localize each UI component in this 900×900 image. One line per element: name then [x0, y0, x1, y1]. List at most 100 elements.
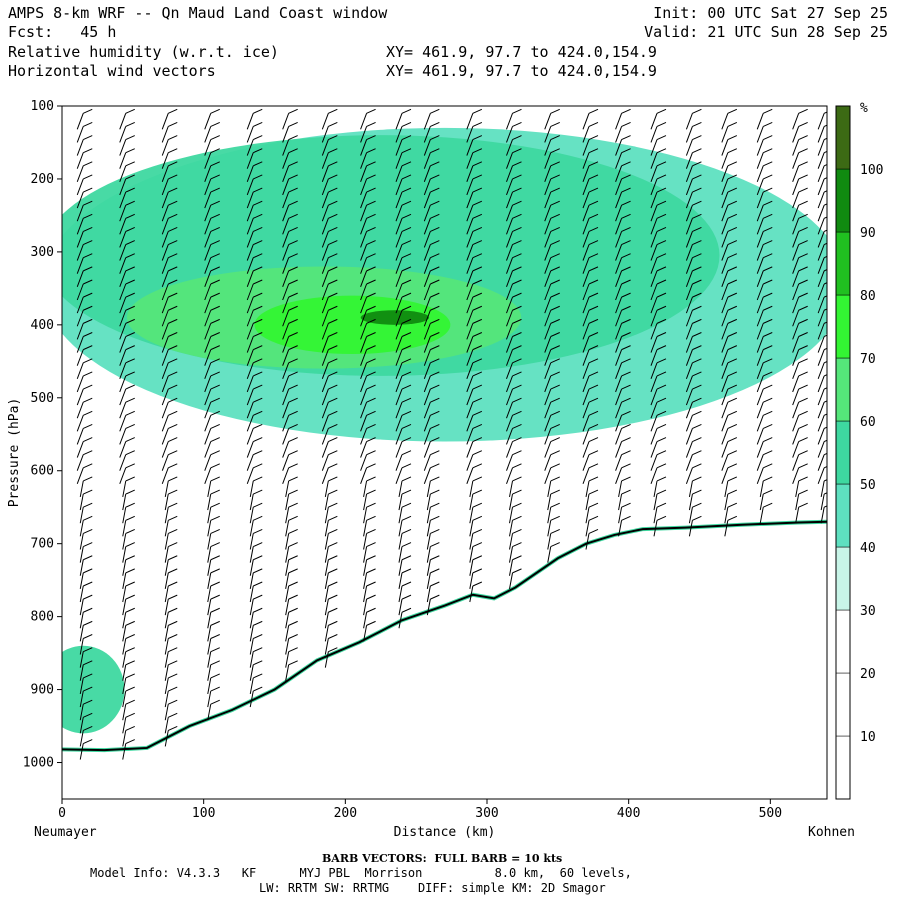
wind-barb — [282, 152, 290, 169]
wind-barb — [653, 493, 658, 511]
wind-barb — [164, 677, 169, 694]
wind-barb — [544, 467, 552, 484]
wind-barb — [817, 218, 825, 235]
wind-barb — [817, 283, 825, 301]
wind-barb — [688, 480, 693, 498]
wind-barb — [721, 231, 729, 248]
wind-barb — [685, 152, 693, 169]
wind-barb-flag — [550, 423, 560, 429]
wind-barb-flag — [366, 318, 376, 324]
wind-barb — [204, 139, 212, 156]
wind-barb — [466, 336, 474, 353]
wind-barb — [79, 690, 84, 708]
wind-barb — [506, 205, 513, 222]
wind-barb-flag — [328, 410, 338, 416]
wind-barb — [249, 651, 254, 668]
wind-barb-flag — [692, 121, 702, 127]
wind-barb-flag — [823, 479, 827, 482]
wind-barb — [161, 191, 169, 209]
wind-barb-flag — [83, 200, 93, 206]
wind-barb — [119, 415, 127, 432]
wind-barb-flag — [168, 515, 178, 521]
wind-barb — [792, 126, 800, 143]
wind-barb-flag — [83, 410, 93, 416]
wind-barb — [544, 178, 552, 196]
wind-barb-flag — [472, 437, 483, 443]
wind-barb — [423, 257, 431, 274]
wind-barb-flag — [692, 463, 702, 469]
wind-barb-flag — [210, 121, 220, 127]
wind-barb-flag — [366, 581, 376, 587]
wind-barb-flag — [656, 148, 667, 154]
wind-barb — [466, 205, 474, 222]
wind-barb — [721, 441, 729, 458]
wind-barb — [792, 205, 800, 222]
wind-barb-flag — [83, 607, 93, 613]
wind-barb-flag — [253, 581, 263, 587]
wind-barb-flag — [727, 148, 738, 154]
wind-barb-flag — [550, 450, 560, 456]
wind-barb — [395, 231, 403, 248]
wind-barb-flag — [763, 253, 773, 259]
colorbar-frame — [835, 105, 851, 800]
wind-barb — [204, 218, 212, 235]
wind-barb — [685, 139, 693, 156]
wind-barb-flag — [656, 371, 667, 377]
wind-barb-flag — [125, 332, 135, 337]
wind-barb-flag — [656, 332, 667, 337]
wind-barb — [249, 493, 254, 511]
wind-barb — [721, 191, 729, 209]
wind-barb — [360, 257, 368, 274]
wind-barb-flag — [83, 332, 93, 337]
wind-barb-flag — [366, 371, 376, 377]
wind-barb — [161, 349, 169, 366]
wind-barb-flag — [727, 397, 738, 403]
wind-barb — [685, 113, 693, 130]
wind-barb-flag — [125, 712, 135, 718]
wind-barb-flag — [366, 135, 376, 141]
wind-barb-column-11 — [506, 108, 522, 589]
wind-barb — [466, 375, 474, 393]
wind-barb-flag — [512, 148, 522, 154]
wind-barb — [161, 401, 169, 419]
wind-barb-flag — [125, 279, 135, 285]
wind-barb-flag — [430, 384, 440, 390]
wind-barb-flag — [168, 384, 178, 390]
wind-barb — [360, 310, 368, 327]
wind-barb — [360, 139, 368, 156]
wind-barb-flag — [83, 581, 93, 587]
wind-barb-flag — [550, 515, 560, 521]
wind-barb — [321, 454, 329, 471]
wind-barb-flag — [366, 437, 376, 443]
wind-barb-flag — [83, 174, 93, 180]
wind-barb — [721, 336, 729, 353]
wind-barb — [282, 375, 290, 393]
wind-barb-flag — [366, 476, 376, 482]
wind-barb-flag — [253, 358, 263, 364]
wind-barb-flag — [823, 295, 827, 298]
wind-barb — [615, 218, 623, 235]
wind-barb — [161, 244, 169, 261]
wind-barb — [122, 677, 127, 694]
model-info-line1: Model Info: V4.3.3 KF MYJ PBL Morrison 8… — [90, 866, 632, 880]
wind-barb-flag — [550, 437, 560, 443]
wind-barb — [363, 480, 368, 498]
wind-barb — [122, 625, 127, 642]
wind-barb-flag — [288, 148, 298, 154]
wind-barb-column-17 — [721, 108, 738, 537]
wind-barb-flag — [168, 542, 178, 548]
wind-barb — [282, 454, 290, 471]
wind-barb — [249, 625, 254, 642]
wind-barb-flag — [823, 282, 827, 285]
wind-barb — [360, 467, 368, 484]
wind-barb-flag — [472, 174, 483, 180]
wind-barb-flag — [366, 463, 376, 469]
wind-barb — [122, 585, 127, 603]
wind-barb-flag — [328, 476, 338, 482]
wind-barb — [76, 270, 84, 288]
wind-barb — [363, 599, 368, 616]
wind-barb-flag — [83, 213, 93, 219]
wind-barb-flag — [168, 358, 178, 364]
wind-barb-flag — [727, 318, 738, 324]
wind-barb — [285, 520, 290, 537]
